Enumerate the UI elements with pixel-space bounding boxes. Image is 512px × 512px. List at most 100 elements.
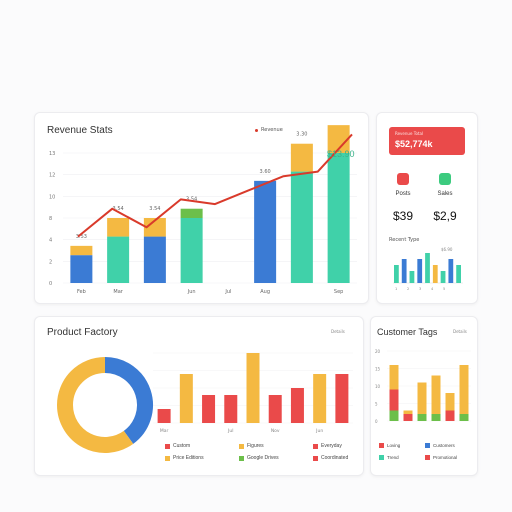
tag-bar-segment [445, 393, 455, 411]
legend-item: Everyday [313, 443, 342, 449]
legend-swatch-icon [425, 443, 430, 448]
stat-sales-label: Sales [437, 191, 453, 197]
mini-bar [394, 265, 399, 283]
customer-tags-card: Customer Tags Details 20 15 10 5 0 Loving Cus… [370, 316, 478, 476]
legend-item: Trend [379, 455, 399, 460]
product-bar [224, 395, 238, 423]
tag-bar-segment [389, 389, 399, 411]
legend-swatch-icon [313, 455, 318, 461]
legend-label: Price Editions [173, 455, 204, 461]
revenue-legend[interactable]: Revenue [255, 127, 283, 133]
mini-tick-label: 1 [395, 287, 397, 291]
mini-bar [448, 259, 454, 283]
bar-data-label: 3.30 [296, 132, 307, 138]
y-tick-label: 2 [49, 259, 52, 265]
legend-label: Promotional [433, 455, 458, 460]
x-tick-label: Jun [315, 428, 323, 434]
product-bar [202, 395, 216, 423]
product-bar [335, 374, 349, 423]
mini-bar [401, 259, 407, 283]
y-tick-label: 8 [49, 216, 52, 222]
donut-slice [57, 404, 134, 453]
mini-bar [440, 271, 446, 283]
mini-bar [432, 265, 438, 283]
x-tick-label: Feb [77, 289, 86, 295]
product-bar-chart: Mar Jul Nov Jun [153, 352, 353, 434]
y-tick-label: 4 [49, 238, 52, 244]
y-tick-label: 5 [375, 402, 378, 407]
revenue-total-badge[interactable]: Revenue Total $52,774k [389, 127, 465, 155]
bar-segment [290, 143, 313, 172]
bar-segment [107, 236, 130, 283]
bar-segment [70, 245, 93, 256]
y-tick-label: 13 [49, 151, 55, 157]
x-tick-label: Mar [113, 289, 123, 295]
y-tick-label: 0 [375, 419, 378, 424]
mini-tick-label: 4 [431, 287, 434, 291]
product-bar [179, 374, 193, 423]
location-pin-icon [397, 173, 409, 185]
legend-label: Trend [387, 455, 399, 460]
legend-item: Custom [165, 443, 190, 449]
bar-data-label: 3.54 [113, 206, 124, 212]
legend-label: Figures [247, 443, 264, 449]
x-tick-label: Nov [271, 428, 280, 434]
bar-segment [180, 208, 203, 218]
legend-swatch-icon [255, 128, 258, 132]
legend-item: Figures [239, 443, 264, 449]
tag-bar-segment [389, 365, 399, 390]
legend-swatch-icon [425, 455, 430, 460]
bar-segment [180, 218, 203, 283]
bar-data-label: 3.53 [76, 234, 87, 240]
leaf-icon [439, 173, 451, 185]
mini-bar-chart: 1 2 3 4 5 [393, 253, 463, 291]
legend-label: Loving [387, 443, 401, 448]
mini-chart-label: $6.90 [441, 247, 453, 252]
tag-bar-segment [445, 410, 455, 421]
tag-bar-segment [403, 410, 413, 414]
legend-item: Coordinated [313, 455, 348, 461]
mini-bar [456, 265, 461, 283]
product-bar [268, 395, 282, 423]
badge-value: $52,774k [395, 139, 433, 149]
product-bar [157, 409, 171, 423]
tag-bar-segment [417, 414, 427, 421]
legend-label: Custom [173, 443, 191, 449]
tag-bar-segment [459, 365, 469, 414]
revenue-legend-label: Revenue [261, 127, 283, 133]
bar-segment [290, 171, 313, 283]
legend-item: Promotional [425, 455, 457, 460]
revenue-card-title: Revenue Stats [47, 125, 113, 136]
y-tick-label: 20 [375, 349, 381, 354]
mini-bar [409, 271, 415, 283]
x-tick-label: Jul [227, 428, 233, 434]
revenue-total-label: $13.90 [327, 149, 355, 159]
donut-slice [104, 357, 153, 444]
legend-swatch-icon [313, 443, 318, 449]
y-tick-label: 10 [49, 194, 55, 200]
legend-item: Price Editions [165, 455, 204, 461]
bar-segment [143, 236, 166, 283]
tag-bar-segment [431, 414, 441, 421]
x-tick-label: Sep [334, 289, 343, 295]
legend-label: Customers [433, 443, 455, 448]
x-tick-label: Jun [187, 289, 196, 295]
revenue-line [77, 133, 353, 238]
badge-caption: Revenue Total [395, 131, 424, 136]
legend-item: Customers [425, 443, 455, 448]
legend-item: Loving [379, 443, 400, 448]
product-bar [290, 388, 304, 423]
mini-tick-label: 2 [407, 287, 409, 291]
mini-bar [425, 253, 430, 283]
x-tick-label: Jul [224, 289, 231, 295]
y-tick-label: 12 [49, 173, 55, 179]
bar-segment [70, 255, 93, 283]
product-factory-link[interactable]: Details [331, 329, 345, 334]
stat-posts-label: Posts [395, 191, 411, 197]
bar-data-label: 3.60 [260, 169, 271, 175]
bar-data-label: 3.54 [186, 197, 197, 203]
customer-tags-link[interactable]: Details [453, 329, 467, 334]
x-tick-label: Mar [160, 428, 169, 434]
stat-sales-value: $2,9 [433, 209, 457, 223]
tag-bar-segment [389, 410, 399, 421]
